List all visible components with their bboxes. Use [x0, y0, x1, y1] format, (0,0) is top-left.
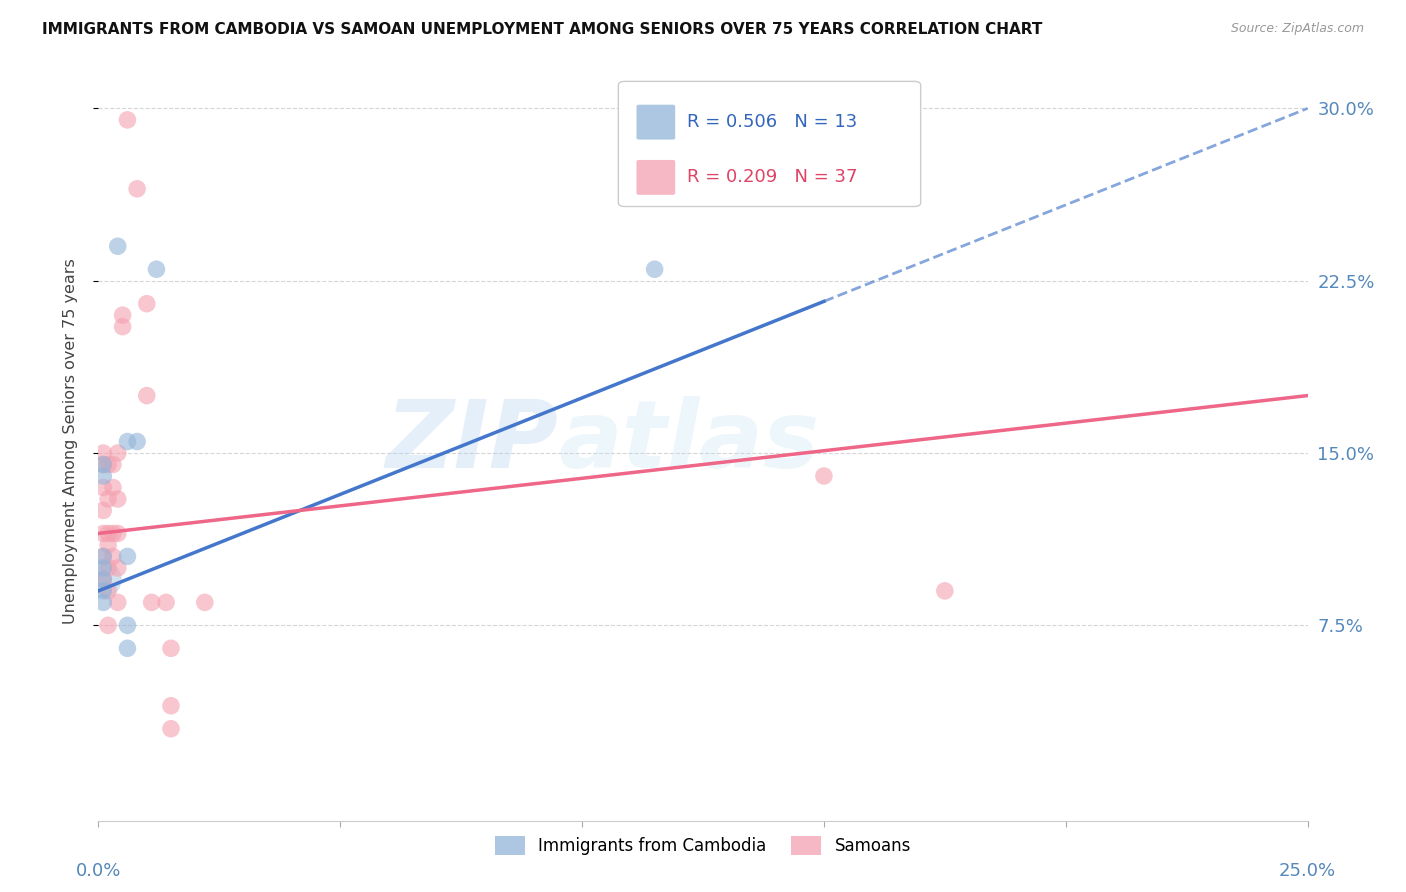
Point [97, 526, 120, 541]
Y-axis label: Unemployment Among Seniors over 75 years: Unemployment Among Seniors over 75 years [63, 259, 77, 624]
Point [97, 491, 120, 506]
Point [107, 491, 129, 506]
Point [101, 481, 124, 495]
Point [91, 503, 114, 517]
Point [91, 481, 114, 495]
Point [194, 595, 217, 609]
Point [135, 388, 157, 402]
Point [91, 458, 114, 472]
Point [107, 446, 129, 460]
Legend: Immigrants from Cambodia, Samoans: Immigrants from Cambodia, Samoans [488, 829, 918, 862]
Point [97, 618, 120, 632]
FancyBboxPatch shape [637, 104, 675, 139]
Point [155, 595, 177, 609]
Point [107, 239, 129, 253]
Point [141, 595, 163, 609]
FancyBboxPatch shape [619, 81, 921, 207]
Point [97, 583, 120, 598]
Point [117, 618, 139, 632]
Point [127, 434, 149, 449]
Point [91, 446, 114, 460]
Point [101, 526, 124, 541]
Point [91, 583, 114, 598]
Point [91, 526, 114, 541]
Point [91, 469, 114, 483]
Point [117, 434, 139, 449]
Point [145, 262, 167, 277]
Point [91, 549, 114, 564]
Point [97, 458, 120, 472]
Point [117, 112, 139, 127]
Point [91, 561, 114, 575]
Text: R = 0.506   N = 13: R = 0.506 N = 13 [688, 113, 858, 131]
Text: R = 0.209   N = 37: R = 0.209 N = 37 [688, 169, 858, 186]
Text: Source: ZipAtlas.com: Source: ZipAtlas.com [1230, 22, 1364, 36]
Point [117, 549, 139, 564]
Point [101, 458, 124, 472]
Point [135, 296, 157, 310]
Point [160, 698, 183, 713]
Point [107, 526, 129, 541]
Point [101, 549, 124, 564]
Point [111, 319, 134, 334]
Point [97, 538, 120, 552]
Point [91, 458, 114, 472]
Point [117, 641, 139, 656]
Point [91, 573, 114, 587]
Text: 25.0%: 25.0% [1279, 862, 1336, 880]
FancyBboxPatch shape [637, 160, 675, 194]
Point [91, 595, 114, 609]
Point [97, 561, 120, 575]
Point [934, 583, 956, 598]
Point [160, 722, 183, 736]
Text: 0.0%: 0.0% [76, 862, 121, 880]
Point [91, 549, 114, 564]
Point [111, 308, 134, 322]
Point [91, 573, 114, 587]
Text: ZIP: ZIP [385, 395, 558, 488]
Point [127, 182, 149, 196]
Point [91, 573, 114, 587]
Point [107, 595, 129, 609]
Point [644, 262, 666, 277]
Point [813, 469, 835, 483]
Text: atlas: atlas [558, 395, 820, 488]
Point [160, 641, 183, 656]
Point [107, 561, 129, 575]
Text: IMMIGRANTS FROM CAMBODIA VS SAMOAN UNEMPLOYMENT AMONG SENIORS OVER 75 YEARS CORR: IMMIGRANTS FROM CAMBODIA VS SAMOAN UNEMP… [42, 22, 1043, 37]
